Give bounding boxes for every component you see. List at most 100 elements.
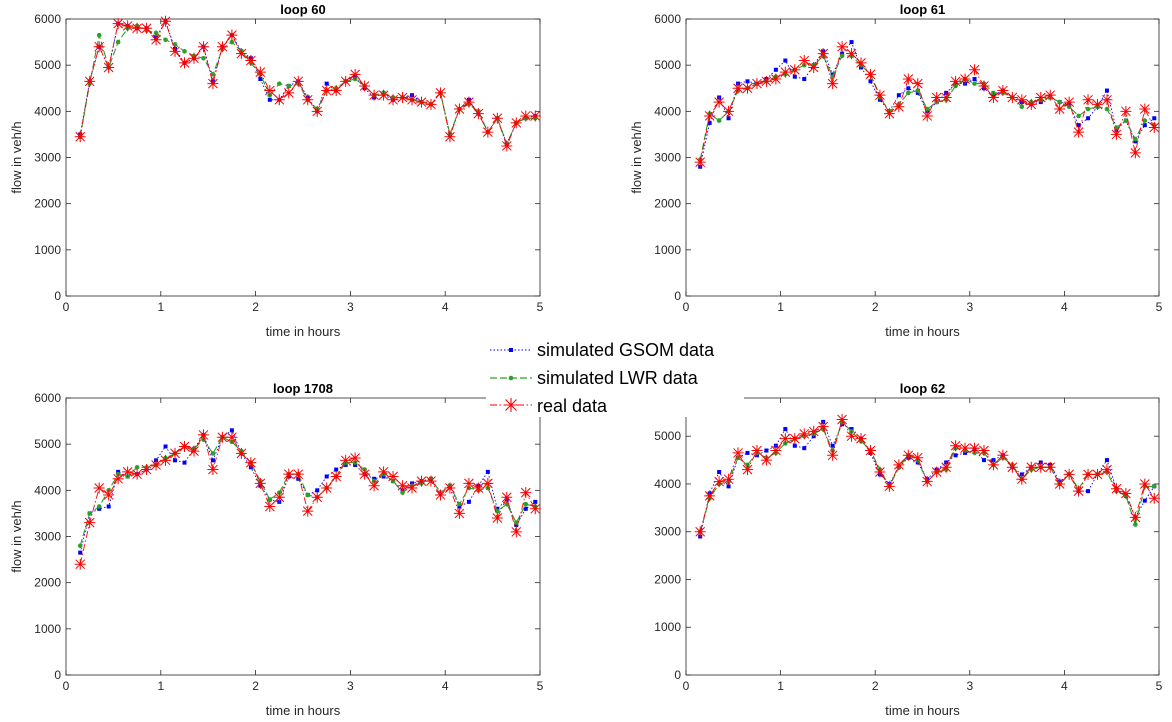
data-point-real [416, 475, 427, 487]
data-point-real [444, 482, 456, 494]
y-tick-label: 4000 [34, 483, 61, 497]
data-point-real [216, 431, 228, 443]
x-tick-label: 2 [252, 300, 259, 314]
y-tick-label: 2000 [34, 197, 61, 211]
data-point-real [874, 89, 886, 101]
data-point-gsom [783, 58, 788, 63]
data-point-real [1129, 147, 1141, 159]
data-point-real [378, 466, 390, 478]
data-point-real [1006, 91, 1018, 103]
y-tick-label: 6000 [34, 12, 61, 26]
data-point-real [987, 459, 999, 471]
data-point-real [112, 473, 124, 485]
data-point-gsom [717, 470, 722, 475]
data-point-real [864, 445, 876, 457]
y-tick-label: 0 [674, 289, 681, 303]
data-point-real [472, 108, 484, 120]
data-point-gsom [745, 79, 750, 84]
legend-marker-real [504, 398, 518, 412]
data-point-real [846, 48, 858, 60]
data-point-real [453, 103, 465, 115]
data-point-gsom [783, 427, 788, 432]
data-point-real [150, 34, 162, 46]
data-point-gsom [173, 458, 178, 463]
x-tick-label: 0 [683, 300, 690, 314]
plot-area [685, 18, 1160, 297]
data-point-gsom [163, 444, 168, 449]
data-point-gsom [485, 469, 490, 474]
data-point-real [836, 413, 848, 425]
data-point-gsom [495, 506, 500, 511]
data-point-real [103, 489, 115, 501]
data-point-real [349, 452, 361, 464]
data-point-real [359, 468, 371, 480]
data-point-gsom [523, 506, 528, 511]
data-point-real [179, 440, 190, 452]
y-tick-label: 1000 [34, 243, 61, 257]
data-point-real [302, 94, 314, 106]
data-point-real [893, 101, 905, 113]
data-point-lwr [210, 72, 216, 77]
data-point-real [1063, 468, 1075, 480]
data-point-real [359, 80, 371, 92]
data-point-lwr [1142, 118, 1148, 123]
data-point-gsom [840, 51, 845, 56]
data-point-real [150, 459, 162, 471]
y-tick-label: 1000 [34, 622, 61, 636]
subplot-loop-1708: loop 1708 time in hours flow in veh/h 0 1… [9, 381, 544, 718]
data-point-lwr [172, 42, 178, 47]
data-point-gsom [1076, 123, 1081, 128]
data-point-lwr [839, 53, 845, 59]
y-axis-label: flow in veh/h [629, 121, 644, 193]
x-tick-label: 0 [683, 679, 690, 693]
x-tick-label: 2 [252, 679, 259, 693]
data-point-real [1148, 492, 1160, 504]
legend-marker-lwr [508, 375, 514, 381]
data-point-real [1025, 98, 1037, 110]
data-point-real [1054, 103, 1066, 115]
data-point-gsom [1142, 123, 1147, 128]
y-tick-label: 2000 [34, 576, 61, 590]
data-point-gsom [182, 460, 187, 465]
data-point-real [1035, 91, 1047, 103]
data-point-gsom [466, 499, 471, 504]
data-point-real [798, 55, 810, 67]
legend-label-real: real data [537, 396, 608, 416]
data-point-real [122, 20, 134, 32]
data-point-lwr [305, 492, 311, 498]
data-point-gsom [745, 450, 750, 455]
data-point-real [827, 78, 839, 90]
data-point-real [883, 480, 895, 492]
y-axis-label: flow in veh/h [9, 500, 24, 572]
data-point-lwr [1133, 522, 1138, 527]
data-point-real [406, 94, 418, 106]
data-point-real [264, 85, 276, 97]
data-point-gsom [915, 90, 920, 95]
data-point-real [779, 433, 791, 445]
legend-label-gsom: simulated GSOM data [537, 340, 715, 360]
data-point-real [482, 477, 494, 489]
data-point-real [1025, 461, 1037, 473]
data-point-lwr [514, 520, 519, 525]
x-tick-label: 2 [872, 300, 879, 314]
data-point-real [197, 429, 209, 441]
data-point-real [302, 505, 314, 517]
data-point-real [978, 445, 990, 457]
data-point-real [444, 131, 456, 143]
y-axis-label: flow in veh/h [9, 121, 24, 193]
data-point-real [874, 466, 886, 478]
data-point-real [1129, 511, 1141, 523]
x-tick-label: 3 [347, 300, 354, 314]
data-point-gsom [726, 116, 731, 121]
data-point-real [1120, 105, 1132, 117]
x-tick-label: 4 [1061, 300, 1068, 314]
data-point-real [453, 507, 465, 519]
data-point-real [732, 447, 744, 459]
data-point-real [969, 64, 981, 76]
data-point-real [122, 466, 134, 478]
data-point-real [311, 491, 323, 503]
data-point-real [1044, 461, 1056, 473]
data-point-gsom [981, 458, 986, 463]
x-tick-label: 2 [872, 679, 879, 693]
data-point-lwr [924, 106, 930, 112]
